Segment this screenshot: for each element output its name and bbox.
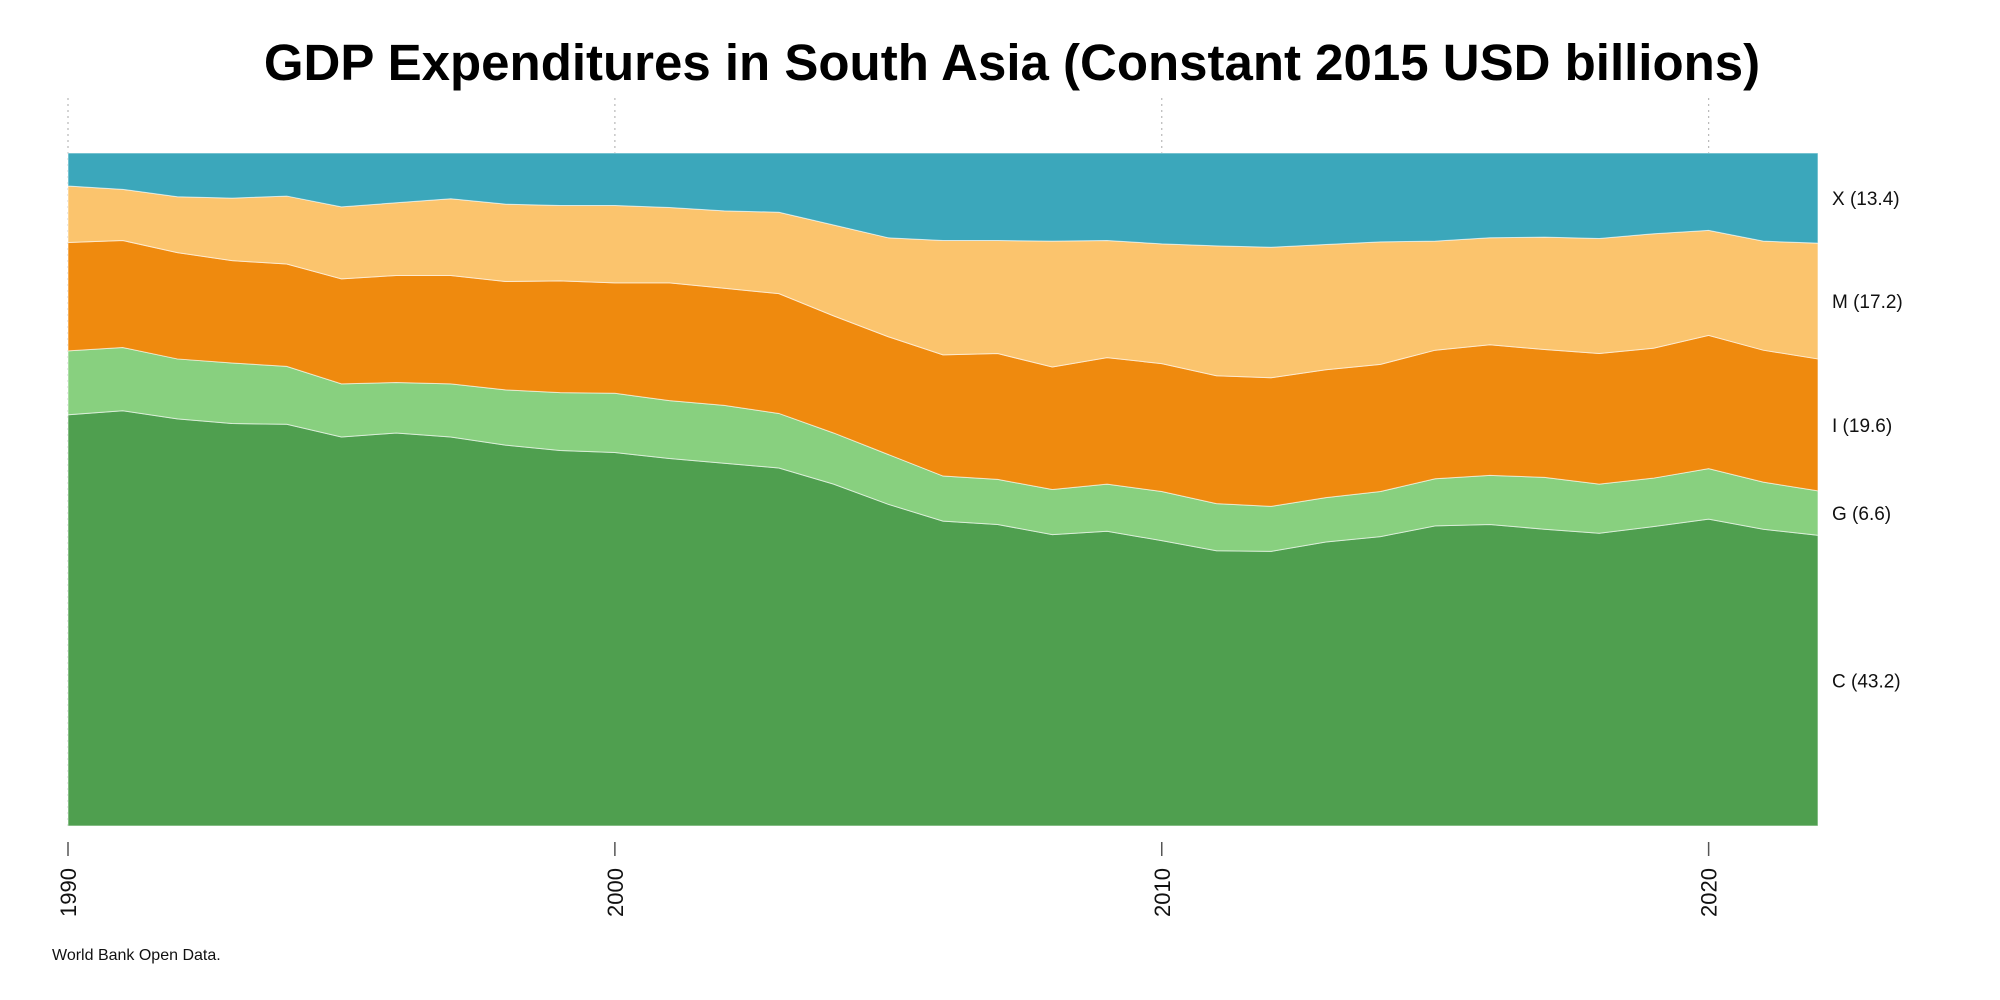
x-tick-label-1990: 1990 — [56, 868, 81, 917]
x-axis: 1990 2000 2010 2020 — [56, 842, 1722, 917]
area-bands — [67, 152, 1819, 827]
source-caption: World Bank Open Data. — [52, 947, 221, 964]
series-label-g: G (6.6) — [1832, 504, 1891, 525]
area-band-x — [67, 152, 1819, 248]
x-tick-label-2020: 2020 — [1697, 868, 1722, 917]
chart-title: GDP Expenditures in South Asia (Constant… — [264, 34, 1760, 91]
x-tick-label-2000: 2000 — [603, 868, 628, 917]
series-labels: C (43.2) G (6.6) I (19.6) M (17.2) X (13.4) — [1832, 189, 1903, 693]
series-label-x: X (13.4) — [1832, 189, 1900, 210]
series-label-i: I (19.6) — [1832, 416, 1892, 437]
x-tick-label-2010: 2010 — [1150, 868, 1175, 917]
series-label-m: M (17.2) — [1832, 292, 1903, 313]
series-label-c: C (43.2) — [1832, 672, 1901, 693]
